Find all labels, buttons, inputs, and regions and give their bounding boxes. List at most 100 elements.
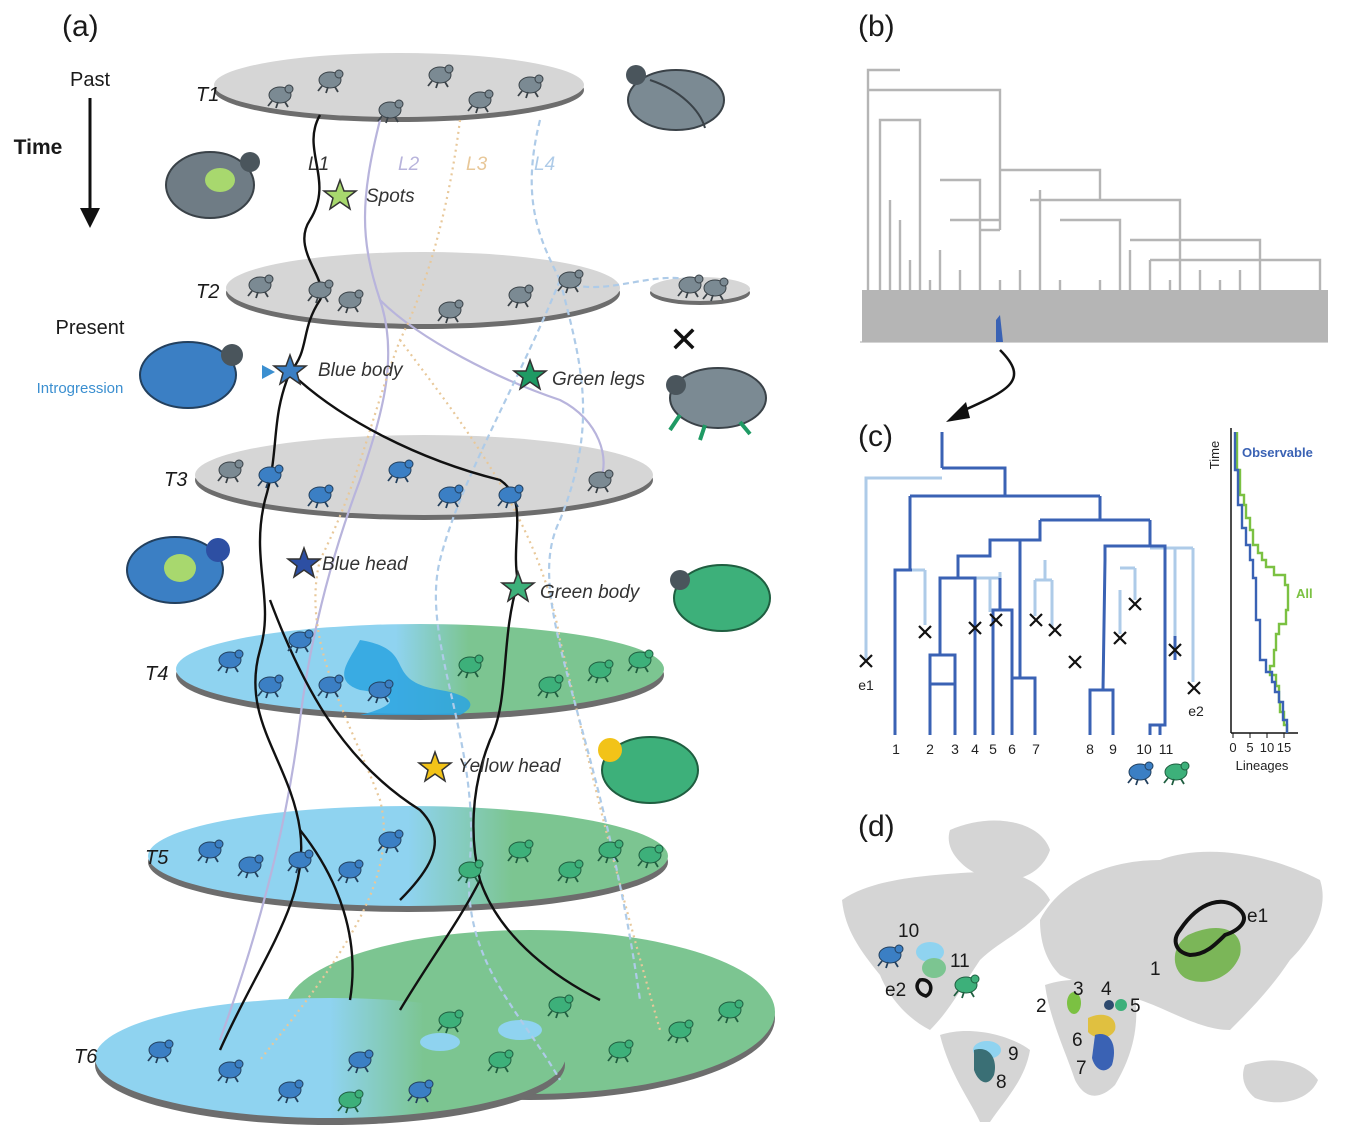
- tip-11: 11: [1159, 741, 1174, 757]
- map-label-7: 7: [1076, 1058, 1087, 1079]
- extinct-e1: e1: [858, 677, 874, 693]
- tip-4: 4: [971, 741, 979, 757]
- map-label-8: 8: [996, 1072, 1007, 1093]
- trait-yellow-head-label: Yellow head: [458, 756, 562, 777]
- panel-d-label: (d): [858, 810, 895, 843]
- map-label-6: 6: [1072, 1030, 1083, 1051]
- introgression-label: Introgression: [37, 380, 124, 397]
- trait-green-body-label: Green body: [540, 582, 641, 603]
- ltt-observable-line: [1233, 432, 1289, 733]
- map-label-1: 1: [1150, 959, 1161, 980]
- river: [344, 640, 471, 715]
- ltt-all-line: [1235, 432, 1290, 733]
- panel-a-label: (a): [62, 10, 99, 43]
- ltt-ylabel: Time: [1207, 441, 1222, 469]
- panel-b-label: (b): [858, 10, 895, 43]
- lineage-l1-label: L1: [308, 154, 329, 175]
- past-label: Past: [70, 69, 110, 91]
- greenland: [948, 820, 1050, 881]
- ltt-tick-10: 10: [1260, 740, 1274, 755]
- spots-star: [321, 177, 359, 211]
- blue-head-star: [285, 545, 323, 579]
- trait-stars: [262, 177, 549, 783]
- beetle-spotted: [165, 151, 260, 219]
- t2-label: T2: [196, 281, 219, 303]
- tip-10: 10: [1136, 741, 1152, 757]
- extinct-e2: e2: [1188, 703, 1204, 719]
- tip-5: 5: [989, 741, 997, 757]
- ltt-plot: Time Lineages 0 5 10 15 Observable All: [1207, 428, 1313, 773]
- map-label-e1: e1: [1247, 906, 1268, 927]
- map-label-e2: e2: [885, 980, 906, 1001]
- range-2: [1067, 992, 1081, 1014]
- tip-9: 9: [1109, 741, 1117, 757]
- range-regions: [915, 899, 1246, 1083]
- lineage-l4-label: L4: [534, 154, 555, 175]
- ltt-observable-label: Observable: [1242, 445, 1313, 460]
- tip-1: 1: [892, 741, 900, 757]
- map-label-10: 10: [898, 921, 919, 942]
- tip-6: 6: [1008, 741, 1016, 757]
- australia: [1243, 1060, 1318, 1103]
- ltt-tick-15: 15: [1277, 740, 1291, 755]
- tip-8: 8: [1086, 741, 1094, 757]
- lineage-l2-label: L2: [398, 154, 420, 175]
- map-label-4: 4: [1101, 979, 1112, 1000]
- tip-7: 7: [1032, 741, 1040, 757]
- range-6: [1088, 1014, 1116, 1038]
- range-e2: [915, 978, 933, 998]
- lineage-l2-path: [218, 119, 390, 1041]
- map-label-3: 3: [1073, 979, 1084, 1000]
- extinction-mark: ✕: [669, 320, 699, 361]
- t3-label: T3: [164, 469, 187, 491]
- zoom-arrow: [959, 349, 1016, 414]
- tip-2: 2: [926, 741, 934, 757]
- map-label-5: 5: [1130, 996, 1141, 1017]
- africa: [1045, 979, 1137, 1096]
- large-beetles: [126, 65, 771, 804]
- lineage-l3-path: [259, 119, 462, 1061]
- trait-blue-body-label: Blue body: [318, 360, 404, 381]
- range-5: [1115, 999, 1127, 1011]
- yellow-head-star: [416, 749, 454, 783]
- range-8: [974, 1049, 996, 1083]
- green-body-star: [499, 569, 537, 603]
- range-e1: [1173, 899, 1246, 958]
- north-america: [842, 871, 1050, 1030]
- green-legs-star: [511, 357, 549, 391]
- trait-blue-head-label: Blue head: [322, 554, 409, 575]
- panel-c-label: (c): [858, 420, 893, 453]
- beetle-blue-head: [126, 536, 230, 604]
- map-region-labels: 1 2 3 4 5 6 7 8 9 10 11 e1 e2: [885, 906, 1268, 1093]
- map-label-11: 11: [950, 951, 970, 972]
- ltt-tick-0: 0: [1229, 740, 1236, 755]
- ltt-tick-5: 5: [1246, 740, 1253, 755]
- blue-body-star: [271, 352, 309, 386]
- disk-t1: [214, 53, 584, 117]
- lineage-l3-label: L3: [466, 154, 488, 175]
- beetle-blue-body: [139, 341, 243, 409]
- beetle-green-body: [670, 564, 771, 632]
- tree-extinction-marks: [859, 597, 1201, 695]
- t6-label: T6: [74, 1046, 98, 1068]
- highlighted-clade: [996, 315, 1003, 342]
- introgression-arrow: [262, 365, 275, 379]
- beetle-gray-large: [626, 65, 725, 131]
- range-4: [1104, 1000, 1114, 1010]
- map-label-9: 9: [1008, 1044, 1019, 1065]
- t4-label: T4: [145, 663, 168, 685]
- trait-green-legs-label: Green legs: [552, 369, 645, 390]
- tree-tip-beetles: [1127, 761, 1190, 786]
- tree-observable-branches: [893, 432, 1177, 735]
- range-1: [1174, 927, 1241, 982]
- beetle-green-legs: [666, 367, 767, 441]
- ltt-xlabel: Lineages: [1236, 758, 1289, 773]
- disk-t5: [148, 806, 668, 906]
- world-map: [842, 820, 1323, 1122]
- range-10: [916, 942, 944, 962]
- ltt-all-label: All: [1296, 586, 1313, 601]
- tree-tip-labels: 1 2 3 4 5 6 7 8 9 10 11 e1 e2: [858, 677, 1204, 757]
- present-label: Present: [56, 317, 125, 339]
- disk-t2: [226, 252, 620, 324]
